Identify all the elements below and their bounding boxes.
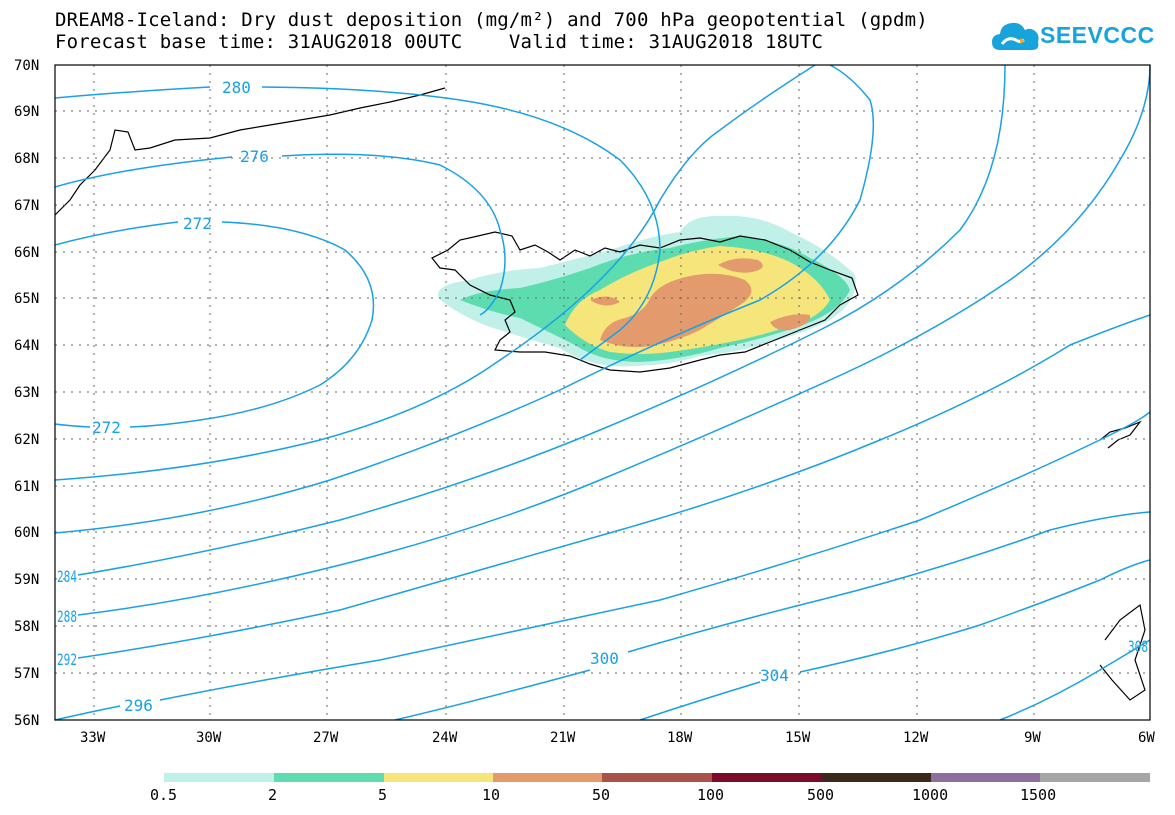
contour-label: 276: [240, 147, 269, 166]
contour-label: 272: [92, 418, 121, 437]
dust-level-10-b: [718, 258, 763, 273]
contour-284: [77, 64, 1006, 576]
longitude-labels: 33W 30W 27W 24W 21W 18W 15W 12W 9W 6W: [80, 730, 1155, 746]
contour-label: 292: [57, 650, 77, 669]
lon-label: 18W: [667, 730, 693, 746]
chart-subtitle: Forecast base time: 31AUG2018 00UTC Vali…: [55, 31, 824, 53]
colorbar-swatch: [712, 773, 822, 782]
colorbar-label: 0.5: [150, 786, 177, 804]
lat-label: 57N: [14, 666, 39, 682]
contour-272-outer: [54, 221, 375, 428]
contour-300: [394, 511, 1151, 721]
latitude-labels: 70N 69N 68N 67N 66N 65N 64N 63N 62N 61N …: [14, 58, 39, 729]
lat-label: 65N: [14, 291, 39, 307]
lon-label: 33W: [80, 730, 106, 746]
contour-label: 304: [760, 666, 789, 685]
colorbar-label: 5: [378, 786, 387, 804]
colorbar-label: 500: [807, 786, 834, 804]
contour-label: 272: [183, 214, 212, 233]
lat-label: 61N: [14, 479, 39, 495]
colorbar-swatch: [931, 773, 1040, 782]
logo-text: SEEVCCC: [1040, 22, 1155, 48]
lat-label: 58N: [14, 619, 39, 635]
cloud-icon: [992, 22, 1039, 50]
colorbar: 0.5 2 5 10 50 100 500 1000 1500: [150, 773, 1150, 804]
contour-label: 296: [124, 696, 153, 715]
graticule: [55, 65, 1150, 720]
contour-280: [54, 86, 661, 361]
lon-label: 12W: [903, 730, 929, 746]
lat-label: 64N: [14, 338, 39, 354]
colorbar-swatch: [384, 773, 493, 782]
seevccc-logo: SEEVCCC: [990, 16, 1154, 56]
colorbar-swatch: [164, 773, 274, 782]
colorbar-swatch: [493, 773, 602, 782]
lat-label: 67N: [14, 198, 39, 214]
lat-label: 60N: [14, 525, 39, 541]
contour-inner-2: [54, 64, 875, 534]
dust-level-10-c: [770, 314, 811, 331]
lon-label: 24W: [432, 730, 458, 746]
contour-308: [999, 639, 1151, 721]
dust-deposition-shading: [438, 215, 856, 367]
contour-292: [77, 314, 1151, 659]
contour-label: 288: [57, 607, 77, 626]
contour-label: 284: [57, 567, 77, 586]
lon-label: 6W: [1138, 730, 1155, 746]
contour-296: [54, 411, 1151, 721]
colorbar-swatch: [1040, 773, 1150, 782]
lon-label: 15W: [785, 730, 811, 746]
geopotential-contours: [54, 64, 1151, 721]
faroe-coast: [1099, 420, 1142, 449]
contour-label: 280: [222, 78, 251, 97]
lat-label: 62N: [14, 432, 39, 448]
lon-label: 27W: [313, 730, 339, 746]
colorbar-swatch: [274, 773, 384, 782]
colorbar-label: 1000: [912, 786, 948, 804]
contour-288: [77, 64, 1151, 616]
colorbar-swatch: [822, 773, 931, 782]
lat-label: 59N: [14, 572, 39, 588]
map-frame: [54, 64, 1151, 721]
lat-label: 69N: [14, 104, 39, 120]
dust-level-10: [600, 273, 752, 348]
lat-label: 66N: [14, 245, 39, 261]
lat-label: 68N: [14, 151, 39, 167]
colorbar-label: 10: [482, 786, 500, 804]
scotland-coast: [1099, 603, 1146, 701]
lon-label: 9W: [1024, 730, 1041, 746]
lat-label: 63N: [14, 385, 39, 401]
dust-level-10-d: [590, 296, 620, 306]
greenland-coast: [54, 87, 446, 216]
contour-inner-1: [54, 64, 816, 481]
chart-title: DREAM8-Iceland: Dry dust deposition (mg/…: [55, 9, 928, 31]
contour-304: [639, 559, 1151, 721]
contour-label: 300: [590, 649, 619, 668]
colorbar-label: 2: [268, 786, 277, 804]
colorbar-label: 100: [697, 786, 724, 804]
contour-276: [54, 153, 506, 316]
lon-label: 21W: [550, 730, 576, 746]
lat-label: 70N: [14, 58, 39, 74]
colorbar-label: 50: [592, 786, 610, 804]
contour-labels: 280 276 272 272 284 288 292 296 300 304 …: [57, 78, 1148, 715]
colorbar-label: 1500: [1020, 786, 1056, 804]
contour-label: 308: [1128, 637, 1148, 656]
colorbar-swatch: [602, 773, 712, 782]
lat-label: 56N: [14, 713, 39, 729]
lon-label: 30W: [196, 730, 222, 746]
